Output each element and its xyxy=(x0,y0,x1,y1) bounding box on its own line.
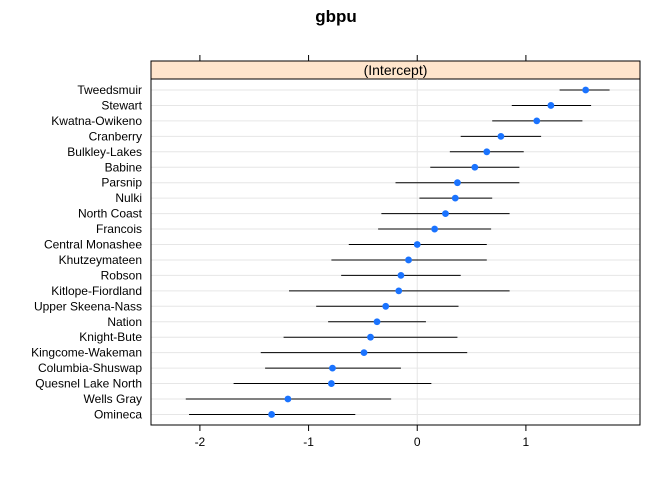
estimate-point xyxy=(497,132,505,140)
category-label: Columbia-Shuswap xyxy=(38,361,142,375)
category-label: Bulkley-Lakes xyxy=(67,145,142,159)
x-tick-label: -1 xyxy=(303,435,314,449)
estimate-point xyxy=(483,148,491,156)
category-label: Stewart xyxy=(101,98,142,112)
estimate-points xyxy=(268,86,590,418)
category-label: Omineca xyxy=(94,407,142,421)
estimate-point xyxy=(431,225,439,233)
estimate-point xyxy=(360,349,368,357)
x-tick-label: 0 xyxy=(414,435,421,449)
category-label: Cranberry xyxy=(89,129,142,143)
x-tick-label: -2 xyxy=(195,435,206,449)
category-label: Central Monashee xyxy=(44,238,142,252)
category-label: North Coast xyxy=(78,207,143,221)
estimate-point xyxy=(413,241,421,248)
estimate-point xyxy=(547,102,555,109)
estimate-point xyxy=(582,86,590,94)
x-tick-label: 1 xyxy=(523,435,530,449)
category-label: Knight-Bute xyxy=(79,330,142,344)
estimate-point xyxy=(268,411,276,418)
estimate-point xyxy=(397,272,405,279)
estimate-point xyxy=(329,364,336,372)
estimate-point xyxy=(471,163,479,171)
estimate-point xyxy=(373,318,381,326)
category-label: Quesnel Lake North xyxy=(35,377,142,391)
category-label: Francois xyxy=(96,222,142,236)
chart-title: gbpu xyxy=(315,7,357,26)
category-label: Khutzeymateen xyxy=(59,253,142,267)
estimate-point xyxy=(533,117,541,125)
estimate-point xyxy=(382,302,390,310)
category-label: Robson xyxy=(101,268,142,282)
estimate-point xyxy=(442,210,449,218)
category-label: Upper Skeena-Nass xyxy=(34,299,142,313)
estimate-point xyxy=(367,333,374,341)
category-label: Tweedsmuir xyxy=(77,83,142,97)
panel-border xyxy=(150,60,641,426)
category-label: Nulki xyxy=(115,191,142,205)
category-label: Nation xyxy=(107,315,142,329)
estimate-point xyxy=(405,256,412,264)
category-label: Parsnip xyxy=(101,176,142,190)
estimate-point xyxy=(395,287,403,295)
interval-lines xyxy=(185,89,610,415)
estimate-point xyxy=(454,179,461,187)
category-label: Kwatna-Owikeno xyxy=(51,114,142,128)
gridlines xyxy=(151,79,640,425)
category-label: Kingcome-Wakeman xyxy=(31,346,142,360)
estimate-point xyxy=(284,395,292,403)
category-label: Babine xyxy=(105,160,143,174)
estimate-point xyxy=(451,194,459,202)
category-label: Wells Gray xyxy=(84,392,142,406)
panel-strip-label: (Intercept) xyxy=(364,62,428,78)
category-label: Kitlope-Fiordland xyxy=(51,284,142,298)
estimate-point xyxy=(327,380,335,387)
x-axis-ticks: -2 -1 0 1 xyxy=(195,55,530,449)
